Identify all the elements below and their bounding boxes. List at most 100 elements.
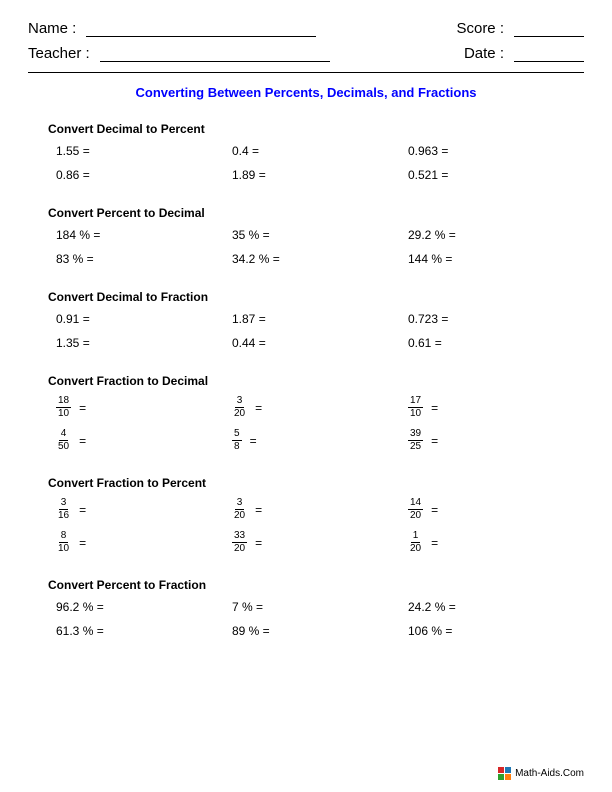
problem: 1.55 = bbox=[56, 144, 232, 158]
footer: Math-Aids.Com bbox=[498, 767, 584, 780]
value: 89 % = bbox=[232, 624, 270, 638]
problem: 120= bbox=[408, 531, 584, 554]
problem-grid: 0.91 =1.87 =0.723 =1.35 =0.44 =0.61 = bbox=[56, 312, 584, 350]
equals: = bbox=[255, 536, 262, 550]
equals: = bbox=[431, 503, 438, 517]
value: 0.44 = bbox=[232, 336, 266, 350]
problem: 106 % = bbox=[408, 624, 584, 638]
score-field: Score : bbox=[456, 20, 584, 37]
section-title: Convert Percent to Decimal bbox=[48, 206, 584, 220]
value: 0.521 = bbox=[408, 168, 448, 182]
numerator: 3 bbox=[59, 498, 69, 510]
section-title: Convert Fraction to Decimal bbox=[48, 374, 584, 388]
problem: 1810 = bbox=[56, 396, 232, 419]
fraction: 450 bbox=[56, 429, 71, 452]
numerator: 4 bbox=[59, 429, 69, 441]
score-input-line[interactable] bbox=[514, 22, 584, 37]
problem: 316 = bbox=[56, 498, 232, 521]
fraction: 58 bbox=[232, 429, 242, 452]
problem: 3925 = bbox=[408, 429, 584, 452]
fraction: 1420 bbox=[408, 498, 423, 521]
denominator: 16 bbox=[56, 510, 71, 521]
problem: 96.2 % = bbox=[56, 600, 232, 614]
fraction: 1710 bbox=[408, 396, 423, 419]
value: 7 % = bbox=[232, 600, 263, 614]
problem: 0.963 = bbox=[408, 144, 584, 158]
equals: = bbox=[79, 401, 86, 415]
problem: 61.3 % = bbox=[56, 624, 232, 638]
equals: = bbox=[79, 434, 86, 448]
problem: 320= bbox=[232, 396, 408, 419]
section: Convert Decimal to Fraction0.91 =1.87 =0… bbox=[28, 290, 584, 350]
problem: 3320= bbox=[232, 531, 408, 554]
value: 0.61 = bbox=[408, 336, 442, 350]
problem: 0.723 = bbox=[408, 312, 584, 326]
sections-container: Convert Decimal to Percent1.55 =0.4 =0.9… bbox=[28, 122, 584, 638]
header-row-2: Teacher : Date : bbox=[28, 45, 584, 62]
teacher-input-line[interactable] bbox=[100, 47, 330, 62]
numerator: 1 bbox=[411, 531, 421, 543]
section-title: Convert Percent to Fraction bbox=[48, 578, 584, 592]
problem: 0.44 = bbox=[232, 336, 408, 350]
problem-grid: 1.55 =0.4 =0.963 =0.86 =1.89 =0.521 = bbox=[56, 144, 584, 182]
equals: = bbox=[250, 434, 257, 448]
problem: 29.2 % = bbox=[408, 228, 584, 242]
denominator: 10 bbox=[408, 408, 423, 419]
numerator: 17 bbox=[408, 396, 423, 408]
value: 0.963 = bbox=[408, 144, 448, 158]
problem: 7 % = bbox=[232, 600, 408, 614]
problem: 89 % = bbox=[232, 624, 408, 638]
problem-grid: 1810=320=1710=450=58=3925= bbox=[56, 396, 584, 452]
value: 0.723 = bbox=[408, 312, 448, 326]
problem: 184 % = bbox=[56, 228, 232, 242]
equals: = bbox=[79, 503, 86, 517]
section-title: Convert Decimal to Percent bbox=[48, 122, 584, 136]
problem-grid: 316=320=1420=810=3320=120= bbox=[56, 498, 584, 554]
worksheet-page: Name : Score : Teacher : Date : Converti… bbox=[0, 0, 612, 792]
value: 24.2 % = bbox=[408, 600, 456, 614]
problem: 144 % = bbox=[408, 252, 584, 266]
fraction: 320 bbox=[232, 396, 247, 419]
numerator: 5 bbox=[232, 429, 242, 441]
denominator: 20 bbox=[232, 543, 247, 554]
header-divider bbox=[28, 72, 584, 73]
date-field: Date : bbox=[464, 45, 584, 62]
fraction: 316 bbox=[56, 498, 71, 521]
fraction: 120 bbox=[408, 531, 423, 554]
problem: 0.91 = bbox=[56, 312, 232, 326]
section-title: Convert Decimal to Fraction bbox=[48, 290, 584, 304]
problem: 0.86 = bbox=[56, 168, 232, 182]
denominator: 20 bbox=[232, 510, 247, 521]
value: 0.86 = bbox=[56, 168, 90, 182]
fraction: 1810 bbox=[56, 396, 71, 419]
denominator: 20 bbox=[232, 408, 247, 419]
date-input-line[interactable] bbox=[514, 47, 584, 62]
value: 29.2 % = bbox=[408, 228, 456, 242]
denominator: 10 bbox=[56, 408, 71, 419]
denominator: 50 bbox=[56, 441, 71, 452]
value: 144 % = bbox=[408, 252, 452, 266]
value: 106 % = bbox=[408, 624, 452, 638]
section-title: Convert Fraction to Percent bbox=[48, 476, 584, 490]
value: 1.89 = bbox=[232, 168, 266, 182]
value: 184 % = bbox=[56, 228, 100, 242]
problem: 58 = bbox=[232, 429, 408, 452]
value: 35 % = bbox=[232, 228, 270, 242]
problem: 24.2 % = bbox=[408, 600, 584, 614]
problem: 320= bbox=[232, 498, 408, 521]
value: 1.55 = bbox=[56, 144, 90, 158]
fraction: 3925 bbox=[408, 429, 423, 452]
problem: 450 = bbox=[56, 429, 232, 452]
footer-text: Math-Aids.Com bbox=[515, 768, 584, 779]
equals: = bbox=[431, 434, 438, 448]
problem: 83 % = bbox=[56, 252, 232, 266]
footer-logo-icon bbox=[498, 767, 511, 780]
problem: 1.87 = bbox=[232, 312, 408, 326]
worksheet-title: Converting Between Percents, Decimals, a… bbox=[28, 85, 584, 100]
equals: = bbox=[79, 536, 86, 550]
name-input-line[interactable] bbox=[86, 22, 316, 37]
problem: 1420 = bbox=[408, 498, 584, 521]
value: 83 % = bbox=[56, 252, 94, 266]
section: Convert Percent to Decimal 184 % = 35 % = 2… bbox=[28, 206, 584, 266]
fraction: 320 bbox=[232, 498, 247, 521]
